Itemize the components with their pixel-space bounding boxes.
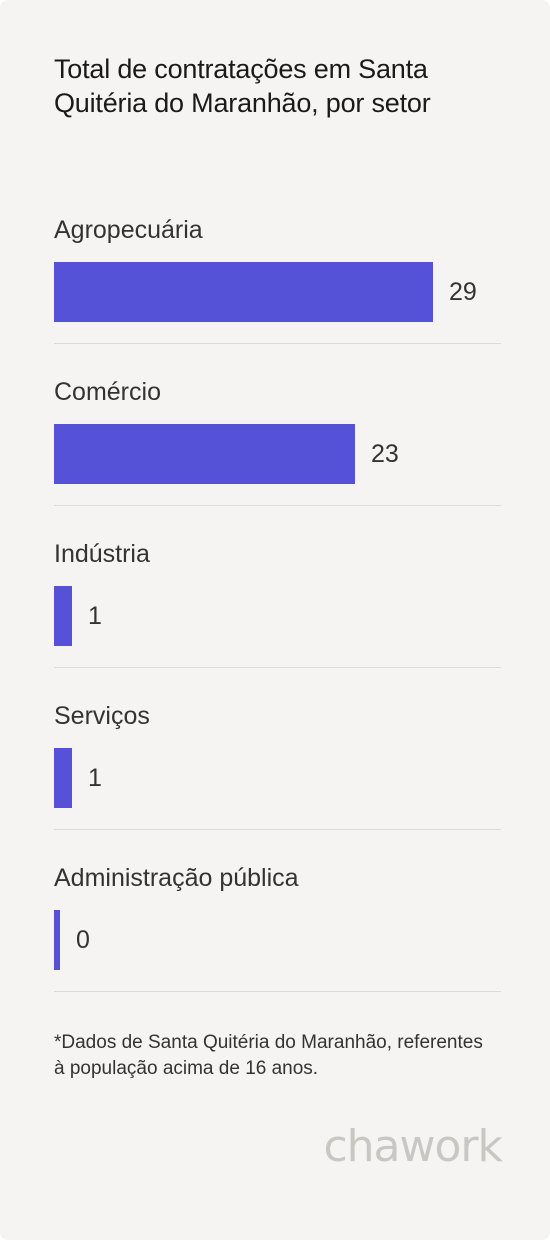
chawork-logo: chawork xyxy=(323,1121,503,1172)
bar-agropecuaria xyxy=(54,262,433,322)
value-label-industria: 1 xyxy=(88,602,102,630)
bar-comercio xyxy=(54,424,355,484)
category-label-comercio: Comércio xyxy=(54,378,161,406)
category-label-administracao-publica: Administração pública xyxy=(54,864,299,892)
chart-title: Total de contratações em Santa Quitéria … xyxy=(54,54,431,118)
row-divider xyxy=(54,991,501,992)
row-divider xyxy=(54,667,501,668)
row-divider xyxy=(54,829,501,830)
row-divider xyxy=(54,343,501,344)
category-label-industria: Indústria xyxy=(54,540,150,568)
value-label-administracao-publica: 0 xyxy=(76,926,90,954)
category-label-servicos: Serviços xyxy=(54,702,150,730)
value-label-agropecuaria: 29 xyxy=(449,278,477,306)
category-label-agropecuaria: Agropecuária xyxy=(54,216,203,244)
footnote: *Dados de Santa Quitéria do Maranhão, re… xyxy=(54,1032,483,1079)
value-label-comercio: 23 xyxy=(371,440,399,468)
bar-industria xyxy=(54,586,72,646)
bar-servicos xyxy=(54,748,72,808)
value-label-servicos: 1 xyxy=(88,764,102,792)
bar-administracao-publica xyxy=(54,910,60,970)
row-divider xyxy=(54,505,501,506)
